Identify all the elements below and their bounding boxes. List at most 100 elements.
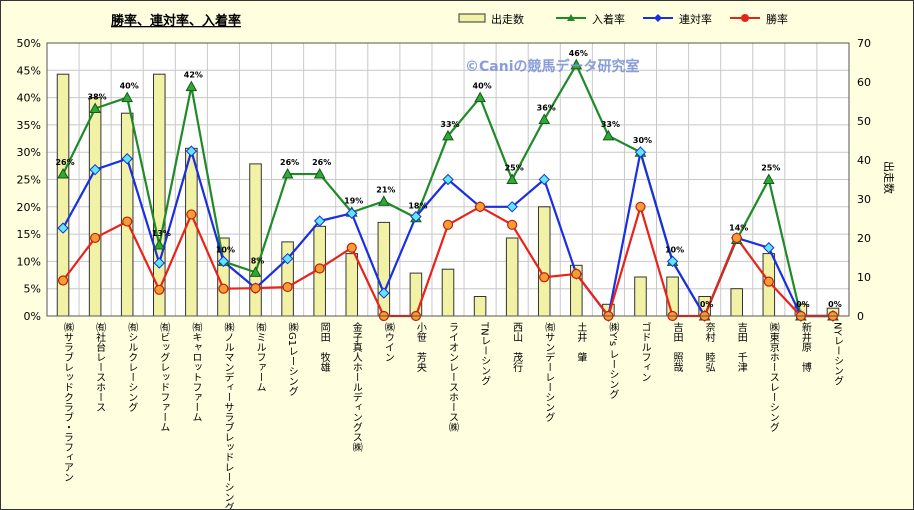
category-label: ㈲ビッグレッドファーム [158, 322, 170, 432]
bar-starts [537, 206, 551, 317]
category-label: ㈱東京ホースレーシング [767, 322, 779, 432]
category-label: ㈲シルクレーシング [126, 322, 138, 412]
data-labels: 26% 38% 40% 13% 42% 10% 8% 26% 26% 19% 21% 18% 33% 40… [55, 49, 841, 309]
point-quinella-rate [121, 153, 133, 165]
point-place-rate [602, 129, 615, 141]
point-quinella-rate [153, 257, 165, 269]
point-win-rate [122, 216, 133, 227]
y2-tick-label: 40 [857, 154, 871, 167]
watermark: ©Caniの競馬データ研究室 [465, 58, 640, 75]
point-quinella-rate [185, 145, 198, 157]
chart-title: 勝率、連対率、入着率 [111, 13, 241, 29]
y2-tick-label: 50 [857, 115, 871, 128]
point-quinella-rate [666, 255, 679, 268]
y-tick-label: 25% [17, 174, 41, 187]
bar-starts [409, 272, 423, 317]
y-tick-label: 0% [24, 310, 41, 323]
point-win-rate [250, 283, 261, 294]
point-quinella-rate [57, 222, 69, 234]
bar-starts [120, 112, 134, 317]
y2-tick-label: 10 [857, 271, 871, 284]
category-label: TNレーシング [479, 321, 491, 386]
point-win-rate [346, 242, 357, 253]
point-quinella-rate [634, 146, 647, 158]
y-tick-label: 15% [17, 228, 41, 241]
point-place-rate [89, 102, 101, 114]
data-label: 0% [700, 300, 714, 309]
data-label: 42% [184, 71, 203, 80]
point-quinella-rate [281, 252, 294, 265]
data-label: 46% [569, 49, 588, 58]
legend-marker-win [741, 14, 749, 22]
point-quinella-rate [217, 255, 230, 268]
point-win-rate [731, 232, 742, 244]
point-win-rate [635, 201, 646, 212]
data-label: 25% [761, 164, 780, 173]
legend-label-starts: 出走数 [491, 12, 524, 26]
point-quinella-rate [346, 207, 358, 220]
data-label: 36% [537, 103, 556, 112]
legend: 出走数 入着率 連対率 勝率 [458, 12, 788, 26]
category-label: 西山 茂行 [511, 322, 523, 373]
data-label: 26% [55, 158, 74, 167]
point-quinella-rate [538, 173, 550, 186]
legend-label-quinella: 連対率 [679, 12, 712, 26]
y2-tick-label: 30 [857, 193, 871, 206]
category-label: 金子真人ホールディングス㈱ [350, 321, 362, 452]
data-label: 13% [152, 229, 171, 238]
bar-starts [505, 237, 519, 317]
point-win-rate [442, 219, 454, 230]
point-win-rate [57, 275, 69, 286]
point-place-rate [762, 173, 775, 184]
data-label: 26% [312, 158, 331, 167]
point-place-rate [442, 129, 454, 141]
bar-starts [473, 296, 487, 317]
point-place-rate [313, 168, 326, 179]
data-label: 40% [473, 82, 492, 91]
point-quinella-rate [763, 242, 775, 254]
point-place-rate [474, 91, 486, 103]
point-win-rate [571, 268, 582, 280]
point-place-rate [377, 195, 390, 206]
bar-starts [730, 288, 743, 317]
category-label: ㈱G1レーシング [286, 322, 298, 396]
bar-starts [345, 253, 359, 317]
point-win-rate [282, 281, 293, 293]
point-win-rate [90, 232, 101, 244]
category-labels: ㈱サラブレッドクラブ・ラフィアン ㈲社台レースホース ㈲シルクレーシング ㈲ビッグレッ… [62, 321, 844, 509]
y-tick-label: 40% [17, 92, 41, 105]
point-win-rate [763, 276, 774, 287]
bar-starts [634, 276, 647, 317]
data-label: 19% [344, 196, 363, 205]
point-win-rate [507, 219, 518, 230]
series-points [57, 58, 839, 322]
point-quinella-rate [378, 287, 390, 299]
category-label: 吉田 千津 [735, 322, 747, 373]
legend-swatch-bar [458, 13, 486, 23]
point-place-rate [538, 113, 551, 124]
legend-label-place: 入着率 [592, 12, 625, 26]
data-label: 21% [376, 185, 395, 194]
category-label: ㈱ウイン [382, 322, 394, 362]
category-label: ㈱サラブレッドクラブ・ラフィアン [62, 322, 74, 482]
point-win-rate [154, 284, 165, 295]
point-win-rate [186, 209, 197, 220]
point-place-rate [249, 266, 262, 277]
point-quinella-rate [89, 163, 101, 176]
data-label: 26% [280, 158, 299, 167]
category-label: 岡田 牧雄 [318, 322, 330, 373]
point-win-rate [539, 272, 550, 283]
y-tick-label: 5% [24, 283, 41, 296]
data-label: 33% [601, 120, 620, 129]
y-tick-label: 50% [17, 37, 41, 50]
bar-starts [666, 276, 679, 317]
category-label: 吉田 照哉 [671, 322, 683, 372]
category-label: NYレーシング [831, 322, 843, 386]
point-quinella-rate [410, 210, 422, 223]
data-label: 40% [120, 82, 139, 91]
y-tick-label: 45% [17, 64, 41, 77]
point-place-rate [506, 173, 519, 184]
point-place-rate [57, 168, 69, 179]
y-tick-label: 30% [17, 146, 41, 159]
